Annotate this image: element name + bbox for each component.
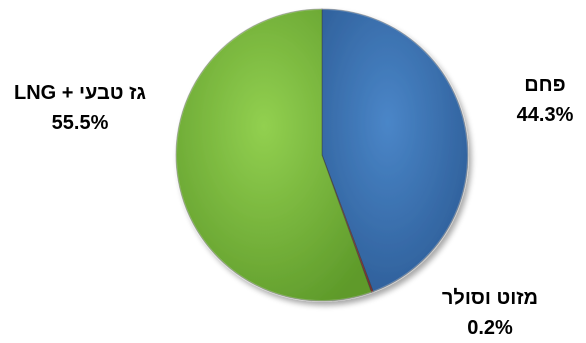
- slice-value-oil: 0.2%: [467, 317, 513, 339]
- slice-label-gas: גז טבעי + LNG 55.5%: [0, 78, 160, 138]
- slice-name-oil: מזוט וסולר: [441, 287, 539, 309]
- pie-outline: [175, 8, 469, 302]
- slice-label-oil: מזוט וסולר 0.2%: [425, 283, 555, 343]
- slice-value-coal: 44.3%: [516, 104, 574, 126]
- slice-name-coal: פחם: [524, 74, 566, 96]
- slice-value-gas: 55.5%: [51, 112, 109, 134]
- slice-name-gas: גז טבעי + LNG: [13, 82, 146, 104]
- slice-label-coal: פחם 44.3%: [505, 70, 585, 130]
